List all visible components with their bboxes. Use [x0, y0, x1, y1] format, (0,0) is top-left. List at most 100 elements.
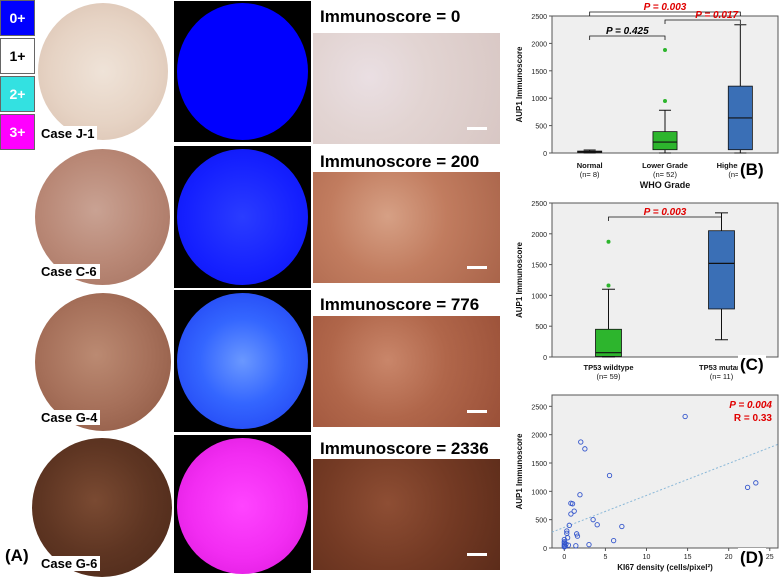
- significance-bracket: [589, 35, 666, 40]
- y-tick-label: 2500: [531, 404, 547, 411]
- immunoscore-g6: Immunoscore = 2336: [320, 439, 489, 458]
- panel-label-b: (B): [738, 160, 766, 180]
- category-label: TP53 wildtype: [583, 363, 633, 372]
- data-point: [610, 537, 617, 544]
- outlier-point: [606, 283, 611, 288]
- data-point: [574, 531, 580, 537]
- data-point: [565, 542, 572, 548]
- plot-area: [551, 394, 779, 549]
- y-tick-label: 0: [543, 355, 547, 362]
- case-label-g6: Case G-6: [38, 556, 101, 571]
- x-tick-label: 0: [562, 554, 566, 561]
- histology-g6: [313, 459, 500, 570]
- data-point: [564, 535, 571, 541]
- outlier-point: [663, 47, 667, 52]
- panel-label-a: (A): [3, 546, 31, 566]
- immunoscore-g4: Immunoscore = 776: [320, 295, 480, 314]
- data-point: [563, 541, 569, 547]
- count-label: (n= 59): [597, 372, 621, 381]
- data-point: [606, 472, 613, 479]
- scale-bar: [467, 266, 487, 269]
- y-axis-label: AUP1 Immunoscore: [515, 241, 524, 318]
- count-label: (n= 8): [580, 170, 600, 179]
- data-point: [590, 517, 596, 523]
- y-tick-label: 500: [535, 124, 547, 131]
- y-tick-label: 2500: [531, 201, 547, 208]
- p-value-label: P = 0.017: [695, 10, 738, 21]
- histology-c6: [313, 172, 500, 283]
- data-point: [562, 543, 568, 549]
- y-tick-label: 1000: [531, 489, 547, 496]
- x-axis-label: WHO Grade: [640, 180, 691, 190]
- data-point: [566, 522, 572, 528]
- y-tick-label: 500: [535, 518, 547, 525]
- data-point: [577, 492, 583, 498]
- deconvolved-core-g6: [177, 438, 308, 574]
- p-value-label: P = 0.004: [729, 400, 772, 411]
- y-tick-label: 2500: [531, 14, 547, 21]
- chart-tp53: 0 500 1000 1500 2000 2500 AUP1 Immunoscore TP53…: [515, 201, 779, 381]
- p-value-label: P = 0.425: [606, 26, 649, 37]
- data-point: [574, 533, 581, 539]
- category-label: TP53 mutant: [699, 363, 745, 372]
- r-value-label: R = 0.33: [734, 413, 773, 424]
- outlier-point: [606, 239, 611, 244]
- data-point: [744, 484, 751, 491]
- legend-3plus: 3+: [0, 114, 35, 150]
- deconvolution-panel-g6: [174, 435, 311, 574]
- data-point: [682, 413, 688, 420]
- significance-bracket: [608, 216, 722, 221]
- deconvolution-panel-j1: [174, 1, 311, 142]
- y-tick-label: 1000: [531, 96, 547, 103]
- immunoscore-j1: Immunoscore = 0: [320, 7, 461, 26]
- histology-g4: [313, 316, 500, 427]
- panel-label-c: (C): [738, 355, 766, 375]
- tissue-core-j1: [38, 3, 168, 140]
- immunoscore-c6: Immunoscore = 200: [320, 152, 480, 171]
- box: [708, 230, 735, 310]
- data-point: [753, 480, 759, 486]
- tissue-core-g4: [35, 293, 171, 431]
- p-value-label: P = 0.003: [644, 2, 687, 13]
- panel-label-d: (D): [738, 548, 766, 568]
- fit-line: [551, 443, 779, 533]
- p-value-label: P = 0.003: [644, 207, 687, 218]
- data-point: [594, 522, 600, 528]
- tissue-core-g6: [32, 438, 172, 577]
- deconvolved-core-g4: [177, 293, 308, 429]
- case-label-j1: Case J-1: [38, 126, 98, 141]
- significance-bracket: [664, 19, 741, 24]
- deconvolution-panel-c6: [174, 146, 311, 288]
- x-tick-label: 15: [684, 554, 692, 561]
- y-tick-label: 1500: [531, 69, 547, 76]
- plot-area: [551, 202, 779, 358]
- data-point: [568, 511, 574, 517]
- data-point: [573, 543, 579, 549]
- histology-j1: [313, 33, 500, 144]
- count-label: (n= 11): [710, 372, 734, 381]
- y-axis-label: AUP1 Immunoscore: [515, 46, 524, 123]
- scale-bar: [467, 410, 487, 413]
- chart-ki67-scatter: 0 500 1000 1500 2000 2500 0 5 10 15 20 25 AUP1 Immun…: [515, 394, 779, 572]
- outlier-point: [663, 98, 667, 103]
- count-label: (n= 52): [653, 170, 677, 179]
- data-point: [569, 501, 576, 507]
- y-axis-label: AUP1 Immunoscore: [515, 433, 524, 510]
- y-tick-label: 1000: [531, 293, 547, 300]
- x-tick-label: 20: [725, 554, 733, 561]
- scale-bar: [467, 553, 487, 556]
- y-tick-label: 0: [543, 151, 547, 158]
- data-point: [582, 446, 588, 452]
- x-tick-label: 25: [766, 554, 774, 561]
- significance-bracket: [589, 11, 741, 16]
- case-label-g4: Case G-4: [38, 410, 101, 425]
- y-tick-label: 2000: [531, 433, 547, 440]
- case-label-c6: Case C-6: [38, 264, 100, 279]
- deconvolved-core-j1: [177, 3, 308, 140]
- data-point: [571, 508, 577, 514]
- box: [652, 131, 678, 151]
- data-point: [564, 528, 570, 534]
- data-point: [578, 439, 584, 445]
- y-tick-label: 0: [543, 546, 547, 553]
- y-tick-label: 2000: [531, 41, 547, 48]
